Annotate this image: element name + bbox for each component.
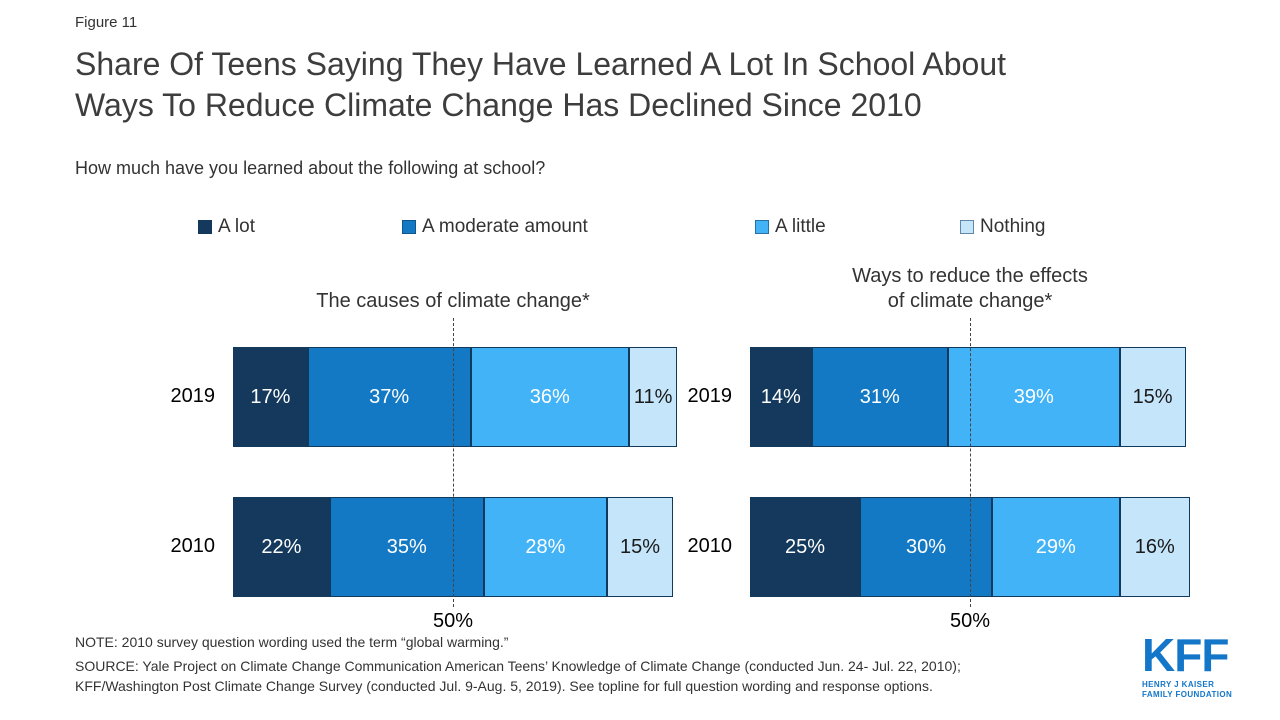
survey-question: How much have you learned about the foll…: [75, 158, 546, 178]
bar-segment: 39%: [947, 347, 1120, 447]
stacked-bar: 22% 35% 28% 15%: [233, 497, 673, 597]
segment-value-label: 28%: [525, 535, 566, 558]
kff-logo-subtext: HENRY J KAISER FAMILY FOUNDATION: [1142, 680, 1232, 700]
segment-value-label: 30%: [905, 535, 947, 558]
chart-title: The causes of climate change*: [243, 289, 663, 314]
segment-value-label: 16%: [1134, 535, 1175, 558]
bar-segment: 31%: [811, 347, 948, 447]
stacked-bar: 17% 37% 36% 11%: [233, 347, 678, 447]
bar-segment: 14%: [750, 347, 812, 447]
bar-segment: 37%: [307, 347, 471, 447]
bar-segment: 36%: [470, 347, 629, 447]
segment-value-label: 25%: [784, 535, 826, 558]
source-text: SOURCE: Yale Project on Climate Change C…: [75, 656, 1135, 696]
bar-segment: 28%: [483, 497, 607, 597]
segment-value-label: 31%: [859, 385, 900, 408]
bar-segment: 30%: [860, 497, 992, 597]
legend-swatch: [402, 220, 416, 234]
segment-value-label: 35%: [386, 535, 427, 558]
bar-segment: 22%: [233, 497, 330, 597]
page-title-line1: Share Of Teens Saying They Have Learned …: [75, 46, 1007, 82]
page-title: Share Of Teens Saying They Have Learned …: [75, 44, 1006, 126]
segment-value-label: 17%: [250, 385, 291, 408]
note-text: NOTE: 2010 survey question wording used …: [75, 634, 509, 650]
kff-logo: KFF HENRY J KAISER FAMILY FOUNDATION: [1142, 632, 1232, 700]
source-line2: KFF/Washington Post Climate Change Surve…: [75, 678, 933, 694]
chart-title-line: The causes of climate change*: [316, 290, 590, 312]
reference-line-50pct: [970, 318, 971, 607]
legend-label: Nothing: [980, 216, 1046, 237]
bar-segment: 29%: [992, 497, 1120, 597]
segment-value-label: 15%: [619, 535, 660, 558]
segment-value-label: 14%: [760, 385, 801, 408]
bar-segment: 15%: [606, 497, 673, 597]
segment-value-label: 22%: [261, 535, 302, 558]
year-label: 2019: [170, 385, 216, 407]
segment-value-label: 37%: [369, 385, 410, 408]
bar-segment: 25%: [750, 497, 860, 597]
page-title-line2: Ways To Reduce Climate Change Has Declin…: [75, 87, 922, 123]
chart-title-line: Ways to reduce the effects: [852, 265, 1088, 287]
legend-label: A little: [775, 216, 826, 237]
legend-item-a-lot: A lot: [198, 216, 255, 238]
segment-value-label: 15%: [1132, 385, 1173, 408]
legend-item-a-little: A little: [755, 216, 826, 238]
reference-line-50pct: [453, 318, 454, 607]
legend-item-nothing: Nothing: [960, 216, 1046, 238]
kff-logo-text: KFF: [1142, 629, 1229, 681]
legend-swatch: [198, 220, 212, 234]
segment-value-label: 39%: [1013, 385, 1054, 408]
legend-swatch: [960, 220, 974, 234]
bar-segment: 35%: [329, 497, 484, 597]
bar-segment: 11%: [628, 347, 678, 447]
year-label: 2010: [687, 535, 733, 557]
legend-label: A moderate amount: [422, 216, 588, 237]
bar-segment: 16%: [1119, 497, 1190, 597]
axis-50pct-label: 50%: [432, 610, 474, 632]
legend-item-a-moderate-amount: A moderate amount: [402, 216, 588, 238]
segment-value-label: 11%: [633, 385, 673, 408]
figure-label: Figure 11: [75, 14, 138, 31]
segment-value-label: 29%: [1035, 535, 1076, 558]
legend-label: A lot: [218, 216, 255, 237]
axis-50pct-label: 50%: [949, 610, 991, 632]
chart-title: Ways to reduce the effects of climate cha…: [760, 264, 1180, 314]
segment-value-label: 36%: [529, 385, 570, 408]
year-label: 2019: [687, 385, 733, 407]
chart-title-line: of climate change*: [887, 290, 1053, 312]
stacked-bar: 14% 31% 39% 15%: [750, 347, 1186, 447]
kff-logo-subtext-line1: HENRY J KAISER: [1142, 680, 1215, 689]
legend-swatch: [755, 220, 769, 234]
kff-logo-subtext-line2: FAMILY FOUNDATION: [1142, 690, 1233, 699]
bar-segment: 17%: [233, 347, 308, 447]
source-line1: SOURCE: Yale Project on Climate Change C…: [75, 658, 961, 674]
year-label: 2010: [170, 535, 216, 557]
bar-segment: 15%: [1119, 347, 1186, 447]
